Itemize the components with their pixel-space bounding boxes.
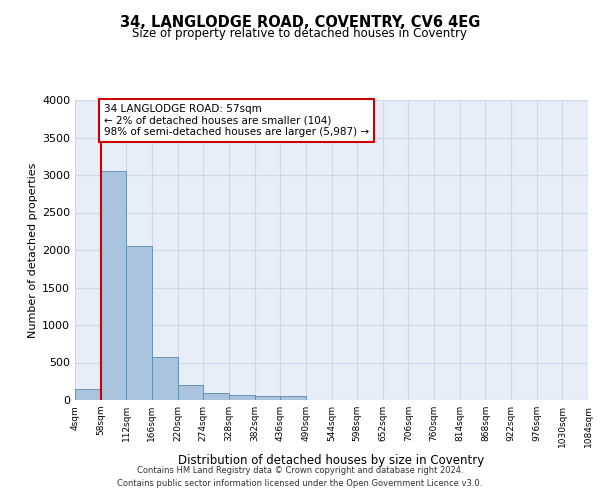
Y-axis label: Number of detached properties: Number of detached properties <box>28 162 38 338</box>
X-axis label: Distribution of detached houses by size in Coventry: Distribution of detached houses by size … <box>178 454 485 467</box>
Bar <box>254 396 280 400</box>
Text: 34, LANGLODGE ROAD, COVENTRY, CV6 4EG: 34, LANGLODGE ROAD, COVENTRY, CV6 4EG <box>120 15 480 30</box>
Bar <box>280 396 306 400</box>
Bar <box>75 389 101 400</box>
Bar <box>178 384 203 400</box>
Bar <box>101 170 127 400</box>
Text: 34 LANGLODGE ROAD: 57sqm
← 2% of detached houses are smaller (104)
98% of semi-d: 34 LANGLODGE ROAD: 57sqm ← 2% of detache… <box>104 104 369 137</box>
Text: Size of property relative to detached houses in Coventry: Size of property relative to detached ho… <box>133 28 467 40</box>
Bar <box>229 395 254 400</box>
Bar <box>203 393 229 400</box>
Text: Contains HM Land Registry data © Crown copyright and database right 2024.
Contai: Contains HM Land Registry data © Crown c… <box>118 466 482 487</box>
Bar <box>152 357 178 400</box>
Bar <box>127 246 152 400</box>
